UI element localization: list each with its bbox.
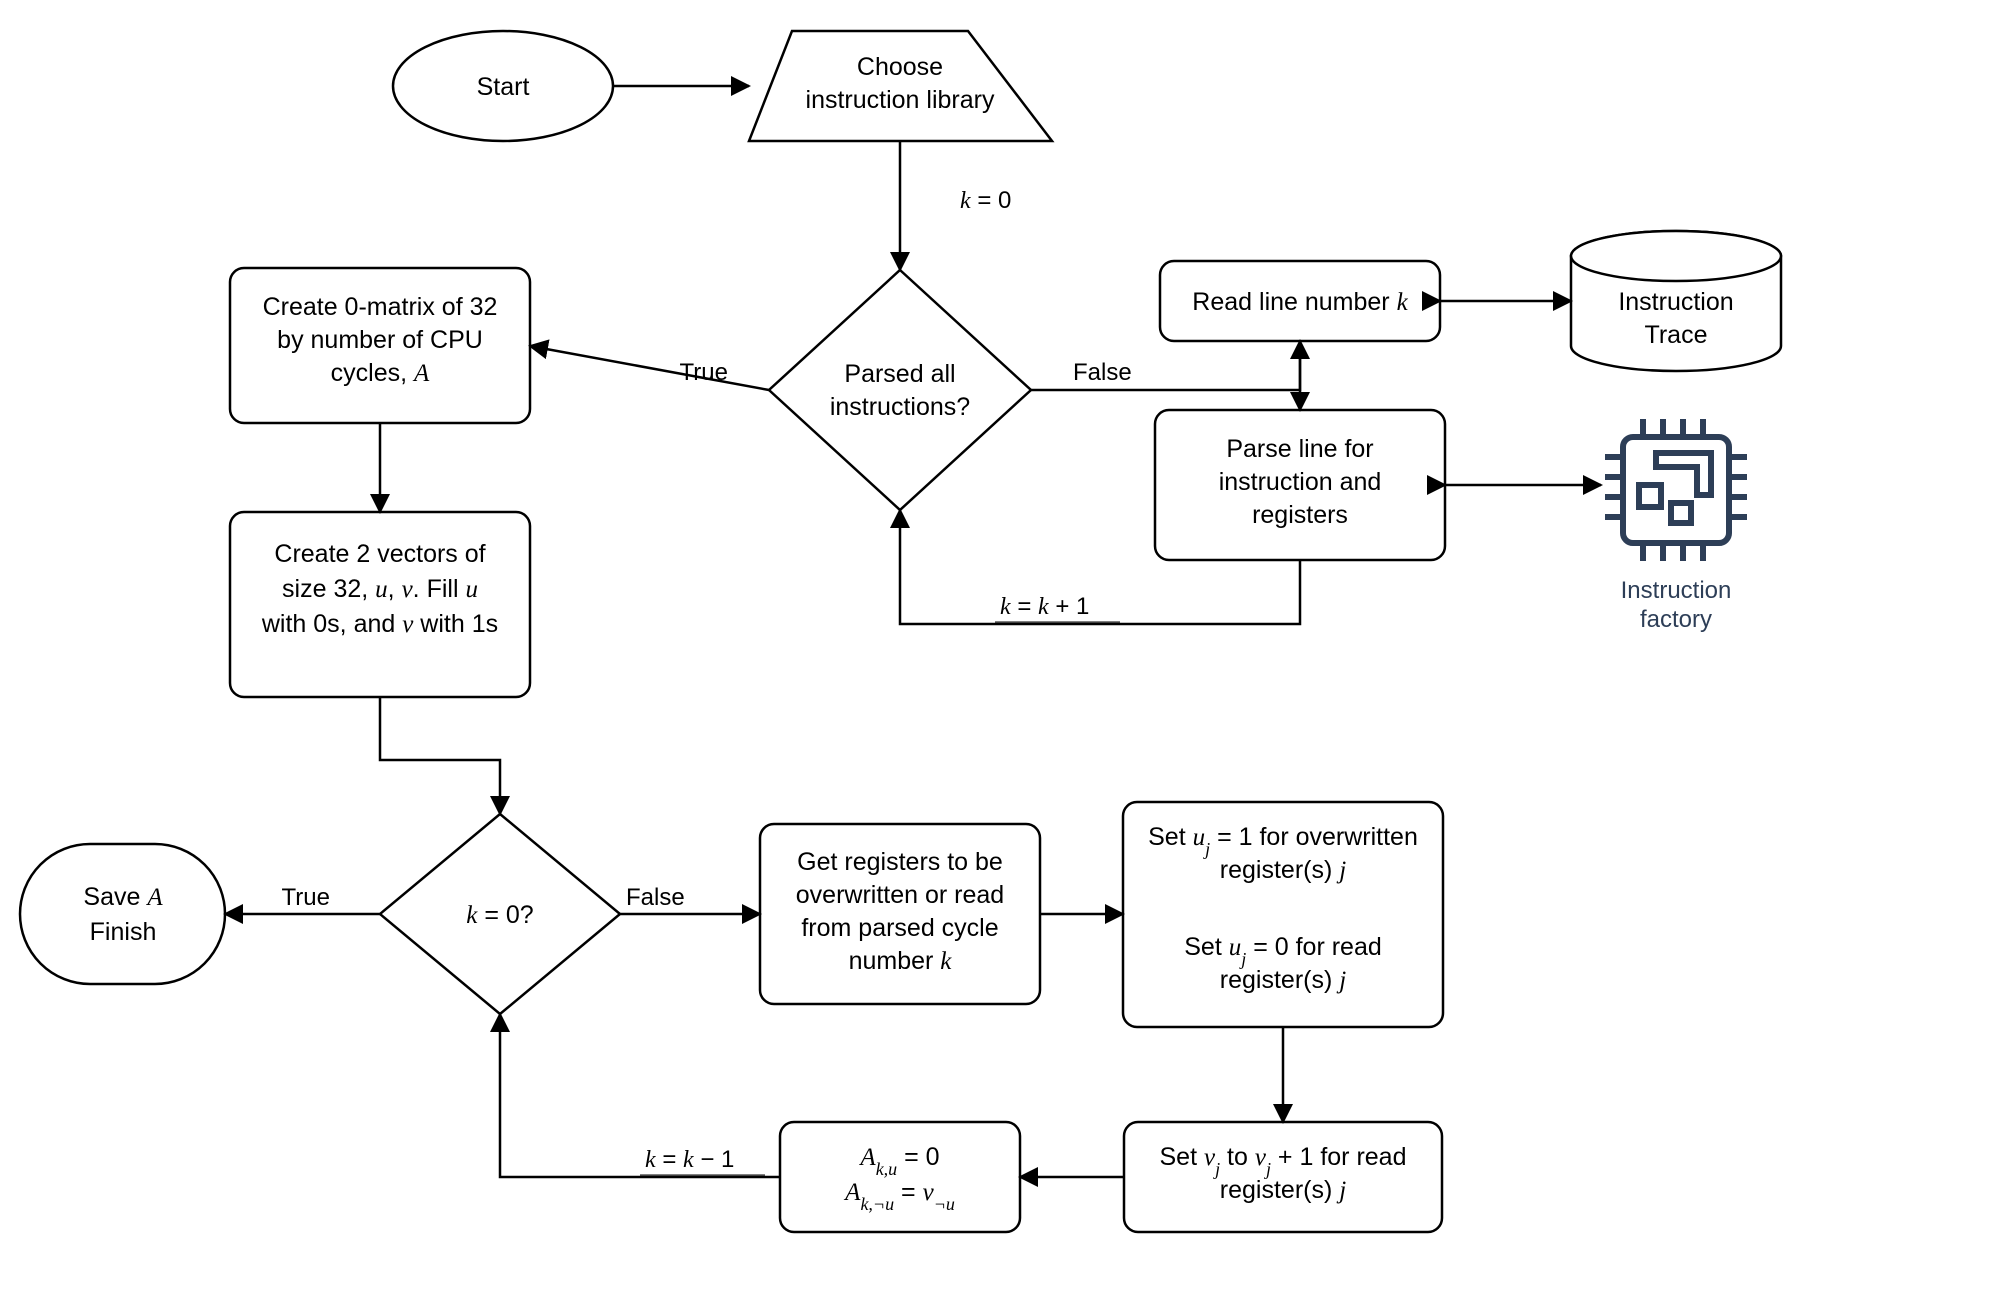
create-vectors-label-3: with 0s, and v with 1s (261, 610, 498, 638)
create-matrix-label-2: by number of CPU (277, 326, 483, 354)
create-matrix-label-3: cycles, A (331, 359, 430, 387)
edge-k0-true-label: True (282, 884, 330, 911)
start-label: Start (477, 73, 530, 101)
parse-line-node: Parse line for instruction and registers (1155, 410, 1445, 560)
choose-library-node: Choose instruction library (749, 31, 1052, 141)
start-node: Start (393, 31, 613, 141)
k-zero-label: k = 0? (466, 901, 533, 929)
edge-parsed-false (1031, 341, 1300, 390)
finish-label-2: Finish (90, 918, 157, 946)
set-vj-node: Set vj to vj + 1 for read register(s) j (1124, 1122, 1442, 1232)
finish-node: Save A Finish (20, 844, 225, 984)
instruction-trace-db: Instruction Trace (1571, 231, 1781, 371)
get-registers-label-1: Get registers to be (797, 848, 1003, 876)
get-registers-node: Get registers to be overwritten or read … (760, 824, 1040, 1004)
finish-label-1: Save A (83, 883, 163, 911)
edge-aku-k0 (500, 1014, 780, 1177)
aku-node: Ak,u = 0 Ak,¬u = v¬u (780, 1122, 1020, 1232)
parsed-all-label-1: Parsed all (844, 360, 955, 388)
get-registers-label-4: number k (849, 947, 953, 975)
edge-parsed-true-label: True (680, 359, 728, 386)
get-registers-label-3: from parsed cycle (801, 914, 998, 942)
choose-library-label-1: Choose (857, 53, 943, 81)
read-line-node: Read line number k (1160, 261, 1440, 341)
instruction-trace-label-1: Instruction (1618, 288, 1733, 316)
edge-choose-label: k = 0 (960, 187, 1011, 214)
parse-line-label-2: instruction and (1219, 468, 1382, 496)
get-registers-label-2: overwritten or read (796, 881, 1004, 909)
k-zero-decision: k = 0? (380, 814, 620, 1014)
create-vectors-label-2: size 32, u, v. Fill u (282, 575, 478, 603)
choose-library-label-2: instruction library (806, 86, 995, 114)
create-matrix-label-1: Create 0-matrix of 32 (263, 293, 498, 321)
parse-line-label-1: Parse line for (1226, 435, 1373, 463)
cpu-icon (1605, 419, 1747, 561)
edge-aku-loop-label: k = k − 1 (645, 1146, 734, 1173)
set-uj-node: Set uj = 1 for overwritten register(s) j… (1123, 802, 1443, 1027)
parse-line-label-3: registers (1252, 501, 1348, 529)
read-line-label: Read line number k (1192, 288, 1408, 316)
instruction-trace-label-2: Trace (1645, 321, 1708, 349)
set-uj-label-2: register(s) j (1220, 856, 1346, 884)
create-vectors-label-1: Create 2 vectors of (274, 540, 485, 568)
edge-parse-loop-label: k = k + 1 (1000, 593, 1089, 620)
parsed-all-decision: Parsed all instructions? (769, 270, 1031, 510)
edge-k0-false-label: False (626, 884, 685, 911)
set-vj-label-2: register(s) j (1220, 1176, 1346, 1204)
set-uj-label-4: register(s) j (1220, 966, 1346, 994)
edge-parsed-false-label: False (1073, 359, 1132, 386)
cpu-icon-caption-2: factory (1640, 606, 1712, 633)
cpu-icon-caption-1: Instruction (1621, 577, 1732, 604)
parsed-all-label-2: instructions? (830, 393, 970, 421)
edge-parsed-true (530, 346, 769, 390)
edge-vectors-k0 (380, 697, 500, 814)
create-matrix-node: Create 0-matrix of 32 by number of CPU c… (230, 268, 530, 423)
create-vectors-node: Create 2 vectors of size 32, u, v. Fill … (230, 512, 530, 697)
